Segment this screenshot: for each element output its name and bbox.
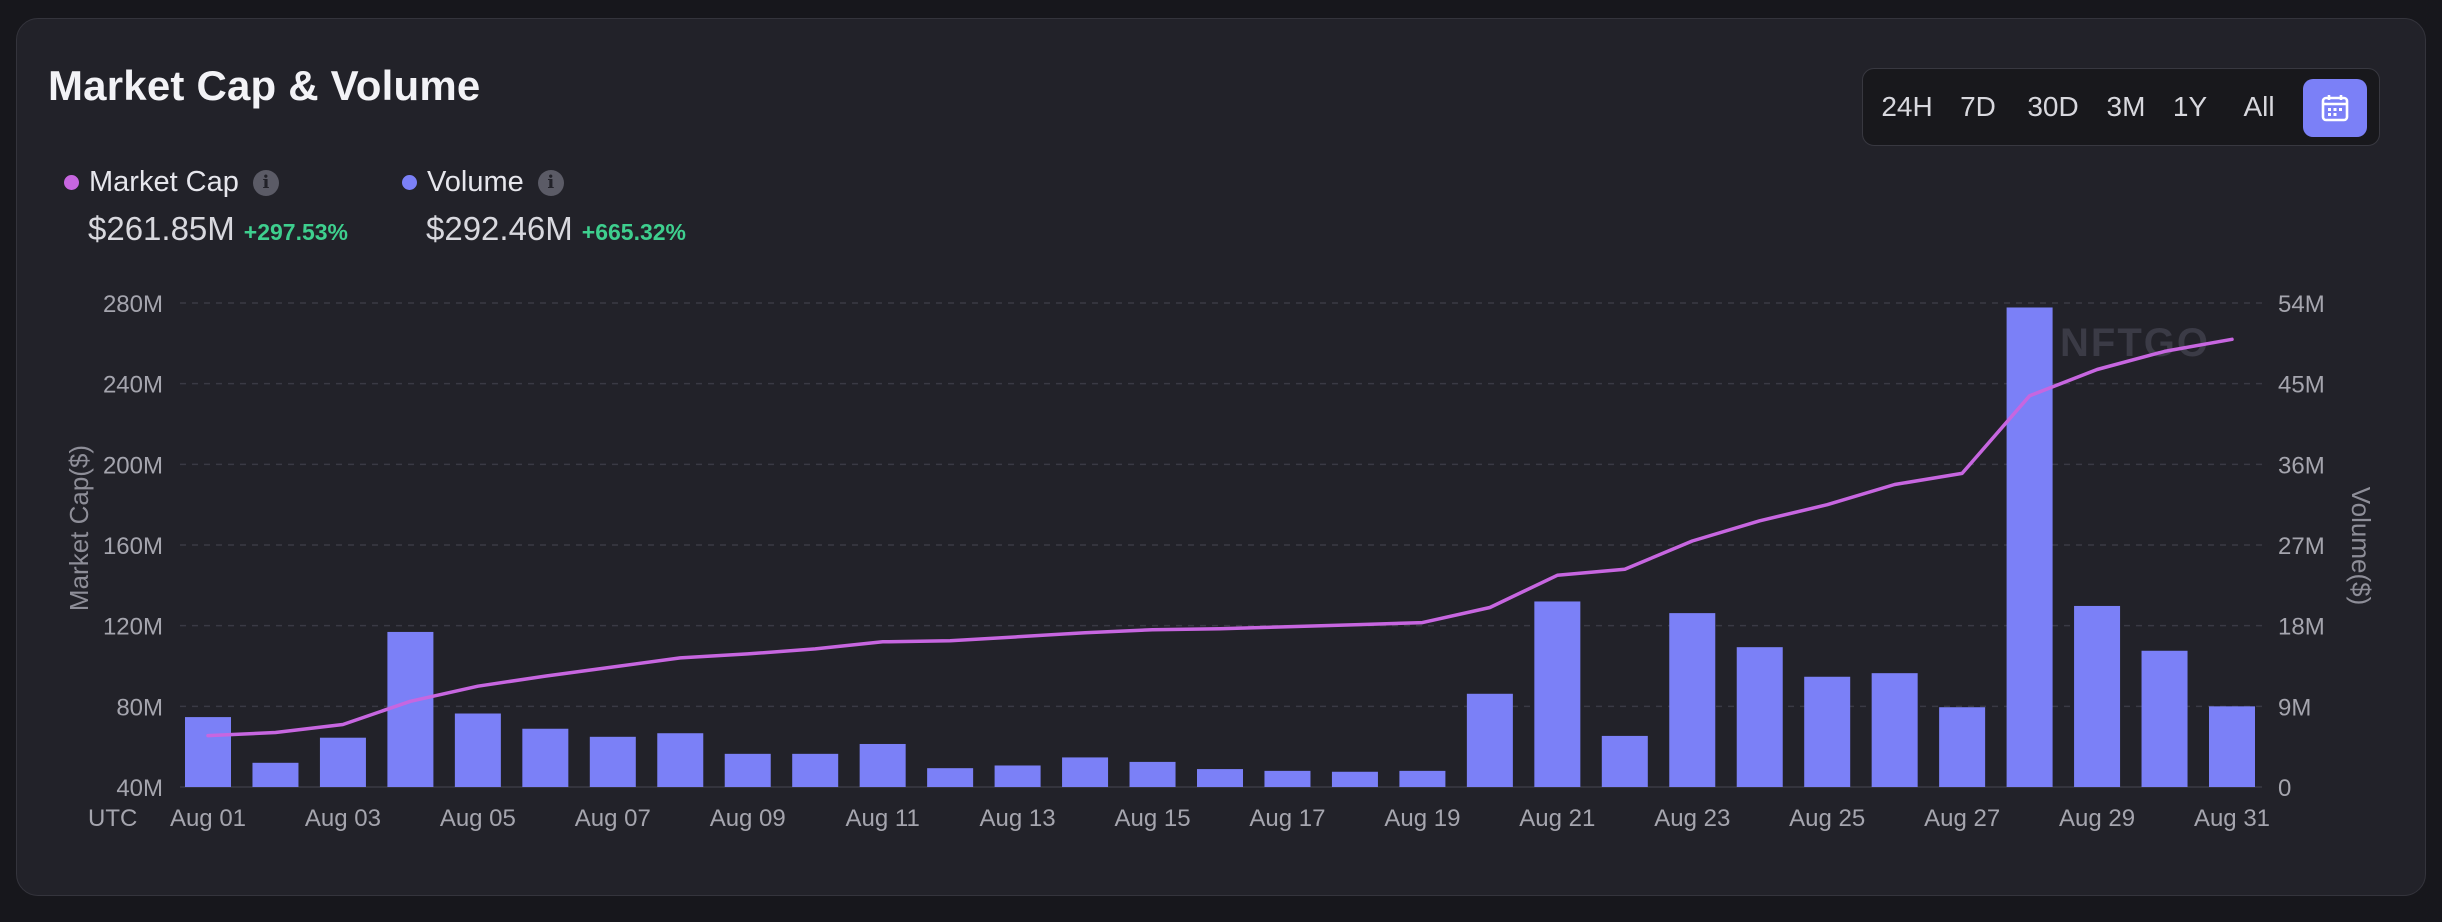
x-axis-tick: Aug 09: [710, 805, 786, 832]
volume-dot-icon: [402, 175, 417, 190]
market-cap-summary: $261.85M +297.53%: [88, 210, 348, 248]
range-1y-button[interactable]: 1Y: [2172, 91, 2208, 122]
time-range-selector: 24H 7D 30D 3M 1Y All: [1862, 68, 2380, 146]
left-axis-tick: 80M: [116, 694, 163, 721]
market-cap-value: $261.85M: [88, 210, 235, 247]
volume-change: +665.32%: [581, 219, 687, 245]
volume-bar[interactable]: [2209, 706, 2255, 787]
x-axis-tick: Aug 05: [440, 805, 516, 832]
left-axis-tick: 120M: [103, 614, 163, 641]
x-axis-tick: Aug 19: [1384, 805, 1460, 832]
volume-bar[interactable]: [1197, 769, 1243, 787]
x-axis-tick: Aug 23: [1654, 805, 1730, 832]
right-axis-title: Volume($): [2346, 487, 2376, 606]
x-axis-tick: Aug 03: [305, 805, 381, 832]
x-axis-tick: Aug 25: [1789, 805, 1865, 832]
volume-bar[interactable]: [859, 743, 906, 787]
left-axis-title: Market Cap($): [64, 445, 94, 611]
x-axis-tick: Aug 13: [980, 805, 1056, 832]
info-icon[interactable]: i: [537, 169, 564, 196]
range-24h-button[interactable]: 24H: [1881, 91, 1933, 122]
left-axis-tick: 160M: [103, 533, 163, 560]
volume-bar[interactable]: [185, 717, 231, 787]
x-axis-tick: Aug 27: [1924, 805, 2000, 832]
x-axis-tick: Aug 11: [846, 805, 920, 832]
volume-bar[interactable]: [1331, 771, 1378, 787]
volume-bar[interactable]: [387, 631, 434, 787]
volume-bar[interactable]: [589, 736, 636, 787]
x-axis-tick: Aug 01: [170, 805, 246, 832]
left-axis-tick: 40M: [116, 775, 163, 802]
volume-bar[interactable]: [792, 753, 839, 787]
market-cap-change: +297.53%: [243, 219, 349, 245]
watermark-text: NFTGO: [2060, 321, 2210, 365]
volume-bar[interactable]: [1736, 647, 1783, 787]
timezone-label: UTC: [88, 805, 137, 832]
volume-bar[interactable]: [1669, 613, 1716, 787]
volume-bar[interactable]: [994, 765, 1041, 787]
x-axis-tick: Aug 21: [1519, 805, 1595, 832]
volume-bar[interactable]: [522, 728, 569, 787]
volume-bar[interactable]: [1062, 757, 1109, 787]
right-axis-tick: 45M: [2278, 372, 2325, 399]
range-all-button[interactable]: All: [2243, 91, 2275, 122]
chart-title: Market Cap & Volume: [48, 62, 481, 109]
volume-bar[interactable]: [2141, 650, 2188, 787]
volume-summary: $292.46M +665.32%: [426, 210, 686, 248]
market-cap-line[interactable]: [206, 337, 2234, 738]
volume-bar[interactable]: [1129, 761, 1176, 787]
volume-value: $292.46M: [426, 210, 573, 247]
x-axis-tick: Aug 17: [1249, 805, 1325, 832]
left-axis-tick: 280M: [103, 291, 163, 318]
info-icon[interactable]: i: [252, 169, 279, 196]
volume-bar[interactable]: [2006, 307, 2053, 787]
volume-bar[interactable]: [454, 713, 501, 787]
volume-bar[interactable]: [1264, 770, 1311, 787]
volume-bar[interactable]: [1466, 693, 1513, 787]
calendar-icon: [2321, 95, 2349, 122]
right-axis-tick: 18M: [2278, 614, 2325, 641]
volume-bar[interactable]: [252, 762, 299, 787]
volume-bar[interactable]: [1601, 735, 1648, 787]
volume-bar[interactable]: [724, 753, 771, 787]
volume-bar[interactable]: [319, 737, 366, 787]
watermark: NFTGO: [2026, 321, 2210, 365]
right-axis-tick: 0: [2278, 775, 2291, 802]
volume-bar[interactable]: [657, 733, 704, 787]
legend-market-cap-label: Market Cap: [89, 166, 239, 198]
range-7d-button[interactable]: 7D: [1960, 91, 1996, 122]
range-30d-button[interactable]: 30D: [2027, 91, 2079, 122]
x-axis-tick: Aug 29: [2059, 805, 2135, 832]
legend-market-cap[interactable]: Market Cap i: [64, 166, 279, 199]
x-axis-tick: Aug 31: [2194, 805, 2270, 832]
volume-bar[interactable]: [1399, 770, 1446, 787]
left-axis-tick: 240M: [103, 372, 163, 399]
market-cap-dot-icon: [64, 175, 79, 190]
volume-bar[interactable]: [2074, 605, 2121, 787]
volume-bar[interactable]: [1534, 601, 1581, 787]
volume-bar[interactable]: [1871, 673, 1918, 787]
volume-bar[interactable]: [1939, 707, 1986, 787]
volume-bar[interactable]: [927, 768, 974, 787]
legend-volume-label: Volume: [427, 166, 524, 198]
x-axis-tick: Aug 15: [1114, 805, 1190, 832]
left-axis-tick: 200M: [103, 452, 163, 479]
x-axis-tick: Aug 07: [575, 805, 651, 832]
right-axis-tick: 36M: [2278, 452, 2325, 479]
legend-volume[interactable]: Volume i: [402, 166, 564, 199]
range-3m-button[interactable]: 3M: [2106, 91, 2146, 122]
right-axis-tick: 9M: [2278, 694, 2311, 721]
volume-bar[interactable]: [1804, 676, 1851, 787]
calendar-button[interactable]: [2303, 79, 2367, 137]
right-axis-tick: 27M: [2278, 533, 2325, 560]
right-axis-tick: 54M: [2278, 291, 2325, 318]
